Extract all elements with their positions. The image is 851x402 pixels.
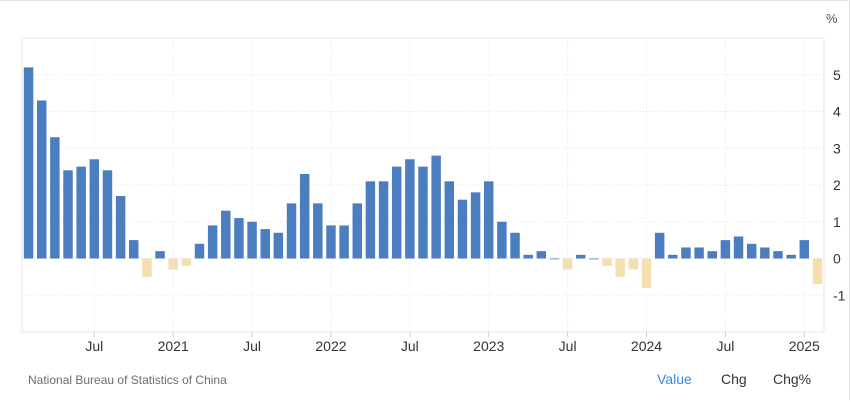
bar[interactable] [221, 210, 231, 259]
bar[interactable] [746, 243, 757, 259]
bar[interactable] [142, 258, 152, 277]
x-tick-label: 2025 [789, 338, 820, 354]
bar[interactable] [760, 247, 770, 259]
y-tick-label: 0 [833, 251, 841, 267]
x-tick-label: Jul [559, 338, 577, 354]
y-tick-label: 2 [833, 177, 841, 193]
bar[interactable] [773, 251, 783, 259]
bar[interactable] [63, 170, 73, 259]
x-tick-label: 2024 [631, 338, 662, 354]
bar[interactable] [313, 203, 323, 259]
bar[interactable] [668, 254, 678, 259]
bar[interactable] [497, 221, 507, 259]
cpi-bar-chart: -1 0 1 2 3 4 5% Jul 2021 Jul 2022 Jul 2023 Jul 2024 Jul… [21, 11, 846, 354]
bar[interactable] [799, 240, 810, 259]
bar[interactable] [641, 258, 652, 288]
bar[interactable] [431, 155, 441, 259]
bar[interactable] [326, 225, 336, 259]
bar[interactable] [36, 100, 47, 259]
bar[interactable] [286, 203, 297, 259]
bar[interactable] [378, 181, 389, 259]
bar[interactable] [299, 173, 310, 259]
bar[interactable] [484, 181, 494, 259]
bar[interactable] [207, 225, 218, 259]
bar[interactable] [523, 254, 533, 259]
bar[interactable] [247, 221, 257, 259]
bar[interactable] [733, 236, 744, 259]
bar[interactable] [628, 258, 639, 270]
x-tick-label: Jul [716, 338, 734, 354]
x-tick-label: Jul [243, 338, 261, 354]
bar[interactable] [654, 232, 665, 259]
bar[interactable] [405, 159, 415, 259]
y-tick-label: -1 [833, 287, 846, 303]
bar[interactable] [391, 166, 402, 259]
tab-chg[interactable]: Chg [721, 371, 747, 387]
x-tick-label: Jul [401, 338, 419, 354]
bar[interactable] [273, 232, 284, 259]
bar[interactable] [615, 258, 625, 277]
bar[interactable] [694, 247, 704, 259]
bar[interactable] [194, 243, 205, 259]
bar[interactable] [102, 170, 113, 259]
tab-value[interactable]: Value [657, 371, 692, 387]
bar[interactable] [339, 225, 349, 259]
bar[interactable] [23, 67, 34, 259]
bar[interactable] [444, 181, 455, 259]
bar[interactable] [89, 159, 100, 259]
bar[interactable] [181, 258, 192, 266]
bar[interactable] [50, 137, 60, 259]
bar[interactable] [234, 218, 244, 259]
bar[interactable] [707, 251, 717, 259]
bar[interactable] [562, 258, 573, 270]
y-tick-label: 1 [833, 214, 841, 230]
bar[interactable] [470, 192, 481, 259]
bar[interactable] [681, 247, 691, 259]
bar[interactable] [129, 240, 139, 259]
source-label: National Bureau of Statistics of China [28, 373, 227, 387]
bar[interactable] [589, 258, 599, 260]
bar[interactable] [365, 181, 376, 259]
bar[interactable] [576, 254, 586, 259]
bar[interactable] [602, 258, 612, 266]
bar[interactable] [536, 251, 547, 259]
bar[interactable] [812, 258, 823, 285]
bar[interactable] [155, 251, 165, 259]
bar[interactable] [352, 203, 362, 259]
x-tick-label: 2023 [473, 338, 504, 354]
x-tick-label: 2021 [158, 338, 189, 354]
bar[interactable] [115, 196, 126, 259]
bar[interactable] [168, 258, 178, 270]
view-tabs: Value Chg Chg% [640, 371, 840, 391]
bar[interactable] [76, 166, 86, 259]
bar[interactable] [260, 229, 270, 259]
bar[interactable] [510, 232, 520, 259]
bar[interactable] [457, 199, 468, 259]
tab-chg-percent[interactable]: Chg% [773, 371, 812, 387]
y-tick-label: 4 [833, 104, 841, 120]
x-tick-label: 2022 [315, 338, 346, 354]
bar[interactable] [720, 240, 731, 259]
y-tick-label: 5 [833, 67, 841, 83]
y-unit-label: % [826, 11, 838, 26]
bar[interactable] [549, 258, 560, 260]
bar[interactable] [418, 166, 428, 259]
x-tick-label: Jul [85, 338, 103, 354]
y-tick-label: 3 [833, 140, 841, 156]
bar[interactable] [786, 254, 796, 259]
